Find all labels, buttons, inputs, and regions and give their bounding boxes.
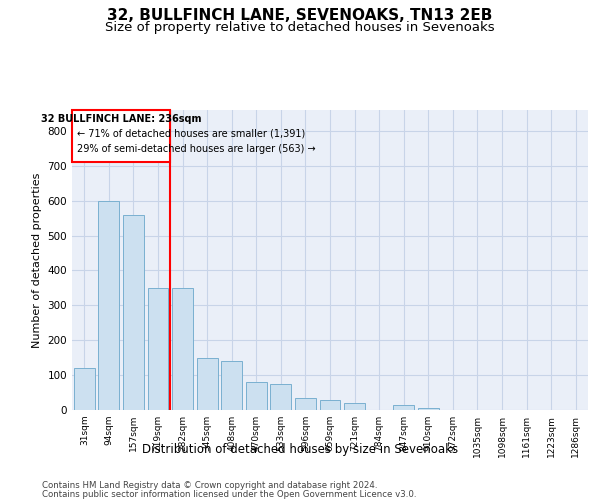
Bar <box>98 200 119 410</box>
Bar <box>271 384 292 410</box>
Text: Contains HM Land Registry data © Crown copyright and database right 2024.: Contains HM Land Registry data © Crown c… <box>42 481 377 490</box>
Bar <box>344 403 365 410</box>
Y-axis label: Number of detached properties: Number of detached properties <box>32 172 42 348</box>
Bar <box>221 361 242 410</box>
Bar <box>74 368 95 410</box>
Text: 29% of semi-detached houses are larger (563) →: 29% of semi-detached houses are larger (… <box>77 144 316 154</box>
Bar <box>123 214 144 410</box>
Bar <box>295 398 316 410</box>
Bar <box>393 405 414 410</box>
Bar <box>320 400 340 410</box>
Bar <box>246 382 267 410</box>
Text: ← 71% of detached houses are smaller (1,391): ← 71% of detached houses are smaller (1,… <box>77 129 305 139</box>
Bar <box>418 408 439 410</box>
Text: Size of property relative to detached houses in Sevenoaks: Size of property relative to detached ho… <box>105 21 495 34</box>
Bar <box>148 288 169 410</box>
Bar <box>197 358 218 410</box>
Text: 32 BULLFINCH LANE: 236sqm: 32 BULLFINCH LANE: 236sqm <box>41 114 202 124</box>
Text: Distribution of detached houses by size in Sevenoaks: Distribution of detached houses by size … <box>142 442 458 456</box>
Bar <box>172 288 193 410</box>
Text: Contains public sector information licensed under the Open Government Licence v3: Contains public sector information licen… <box>42 490 416 499</box>
Text: 32, BULLFINCH LANE, SEVENOAKS, TN13 2EB: 32, BULLFINCH LANE, SEVENOAKS, TN13 2EB <box>107 8 493 22</box>
